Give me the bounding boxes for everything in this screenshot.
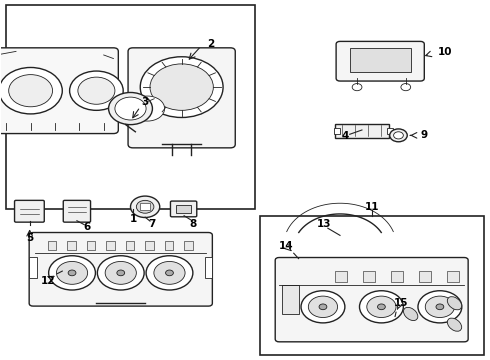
Bar xyxy=(387,128,393,134)
FancyBboxPatch shape xyxy=(171,201,197,217)
Text: 1: 1 xyxy=(129,213,137,224)
Circle shape xyxy=(425,296,455,318)
Circle shape xyxy=(393,132,403,139)
Circle shape xyxy=(301,291,345,323)
Bar xyxy=(334,128,340,134)
Circle shape xyxy=(136,201,154,213)
Text: 7: 7 xyxy=(149,219,156,229)
Text: 3: 3 xyxy=(142,97,149,107)
Circle shape xyxy=(418,291,462,323)
Circle shape xyxy=(117,270,124,276)
Circle shape xyxy=(154,261,185,284)
Text: 8: 8 xyxy=(189,219,196,229)
Circle shape xyxy=(56,261,88,284)
Bar xyxy=(29,257,37,278)
Bar xyxy=(165,241,173,249)
Bar xyxy=(140,203,150,210)
Circle shape xyxy=(140,57,223,117)
Bar xyxy=(335,271,347,282)
FancyBboxPatch shape xyxy=(128,48,235,148)
Bar xyxy=(335,123,389,138)
Circle shape xyxy=(377,304,385,310)
Circle shape xyxy=(308,296,338,318)
Circle shape xyxy=(150,64,213,111)
Circle shape xyxy=(130,96,165,121)
Text: 11: 11 xyxy=(365,202,379,212)
FancyBboxPatch shape xyxy=(63,201,91,222)
Text: 15: 15 xyxy=(393,298,408,308)
Bar xyxy=(419,271,431,282)
Bar xyxy=(282,285,298,314)
Circle shape xyxy=(115,97,146,120)
Circle shape xyxy=(105,261,136,284)
Bar xyxy=(106,241,115,249)
Circle shape xyxy=(130,196,160,217)
Text: 6: 6 xyxy=(83,222,90,232)
Circle shape xyxy=(319,304,327,310)
Circle shape xyxy=(352,84,362,91)
Circle shape xyxy=(9,75,52,107)
Circle shape xyxy=(109,93,152,125)
Bar xyxy=(363,271,375,282)
Circle shape xyxy=(436,304,444,310)
Bar xyxy=(350,48,411,72)
Bar xyxy=(447,271,460,282)
Bar xyxy=(145,241,154,249)
Bar xyxy=(391,271,403,282)
Bar xyxy=(260,216,484,355)
Text: 5: 5 xyxy=(26,233,33,243)
Circle shape xyxy=(49,256,96,290)
Bar xyxy=(48,241,56,249)
Circle shape xyxy=(0,67,62,114)
Circle shape xyxy=(98,256,144,290)
Text: 2: 2 xyxy=(207,39,215,49)
Circle shape xyxy=(390,129,407,142)
Circle shape xyxy=(70,71,123,111)
FancyBboxPatch shape xyxy=(0,48,118,134)
Circle shape xyxy=(146,256,193,290)
Circle shape xyxy=(166,270,173,276)
Bar xyxy=(67,241,76,249)
FancyBboxPatch shape xyxy=(15,201,44,222)
Circle shape xyxy=(401,84,411,91)
Circle shape xyxy=(360,291,403,323)
Text: 13: 13 xyxy=(317,219,331,229)
Ellipse shape xyxy=(447,297,462,310)
Text: 10: 10 xyxy=(438,47,452,57)
Bar xyxy=(87,241,96,249)
Ellipse shape xyxy=(403,307,418,320)
Bar xyxy=(125,241,134,249)
Text: 12: 12 xyxy=(40,276,55,286)
Circle shape xyxy=(78,77,115,104)
Text: 14: 14 xyxy=(279,241,294,251)
Text: 9: 9 xyxy=(421,130,428,140)
Circle shape xyxy=(367,296,396,318)
FancyBboxPatch shape xyxy=(275,257,468,342)
FancyBboxPatch shape xyxy=(29,233,212,306)
Circle shape xyxy=(68,270,76,276)
Bar xyxy=(184,241,193,249)
Bar xyxy=(176,205,191,213)
Ellipse shape xyxy=(447,318,462,331)
Text: 4: 4 xyxy=(341,131,348,141)
FancyBboxPatch shape xyxy=(336,41,424,81)
Bar xyxy=(204,257,212,278)
Bar xyxy=(6,5,255,208)
